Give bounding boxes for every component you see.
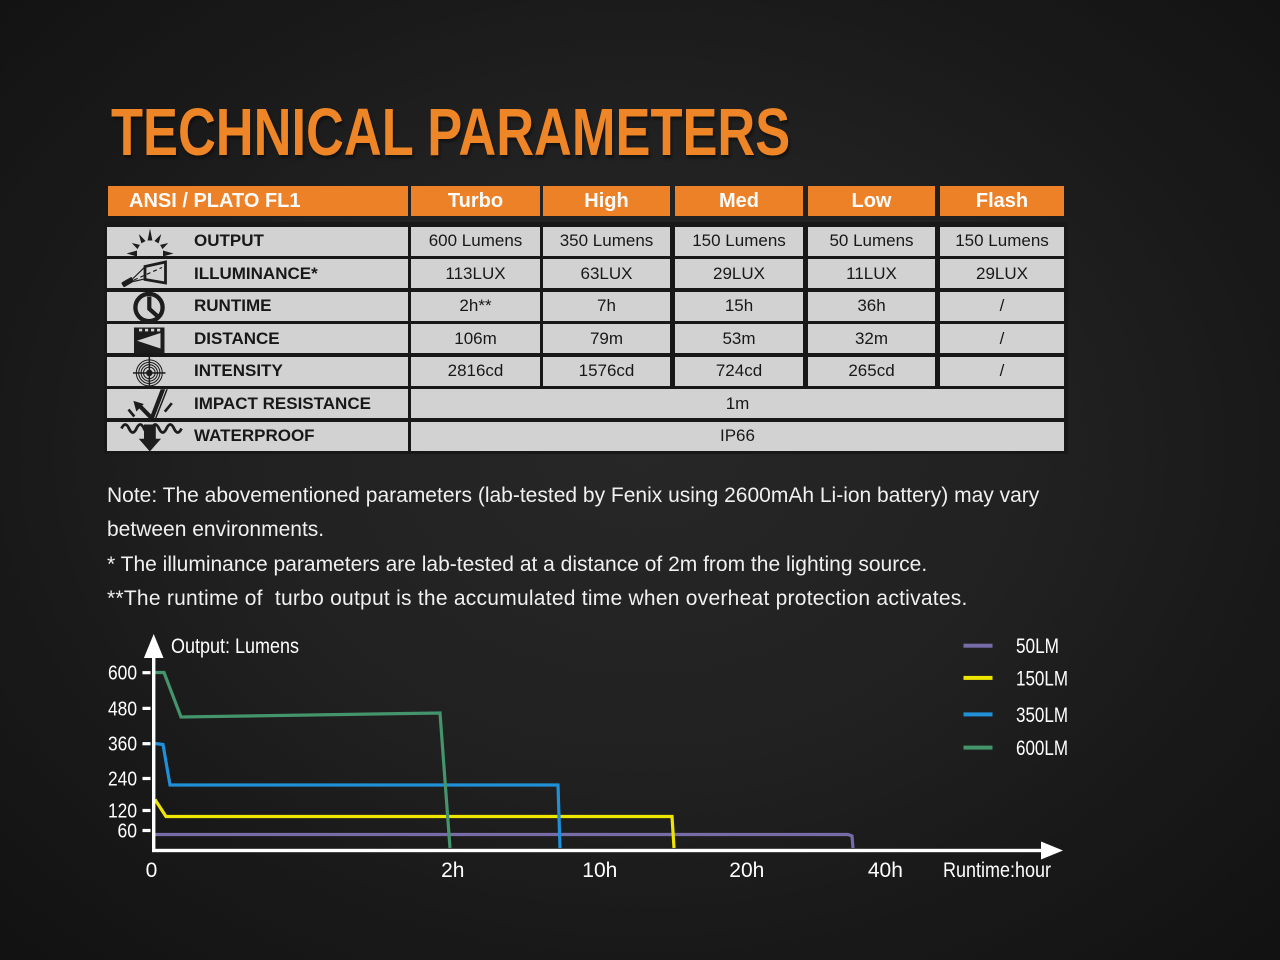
svg-text:60: 60 <box>118 821 138 843</box>
svg-text:10h: 10h <box>582 859 617 882</box>
svg-text:360: 360 <box>108 734 137 756</box>
svg-text:40h: 40h <box>868 859 903 882</box>
svg-text:240: 240 <box>108 769 137 791</box>
svg-text:20h: 20h <box>729 859 764 882</box>
svg-text:0: 0 <box>146 859 158 882</box>
svg-text:2h: 2h <box>441 859 464 882</box>
svg-text:350LM: 350LM <box>1016 704 1068 727</box>
svg-text:50LM: 50LM <box>1016 635 1059 658</box>
svg-text:120: 120 <box>108 801 137 823</box>
svg-text:Output: Lumens: Output: Lumens <box>171 635 299 658</box>
svg-text:600LM: 600LM <box>1016 737 1068 760</box>
svg-text:Runtime:hour: Runtime:hour <box>943 859 1051 882</box>
svg-text:480: 480 <box>108 698 137 720</box>
svg-text:600: 600 <box>108 663 137 685</box>
svg-text:150LM: 150LM <box>1016 667 1068 690</box>
